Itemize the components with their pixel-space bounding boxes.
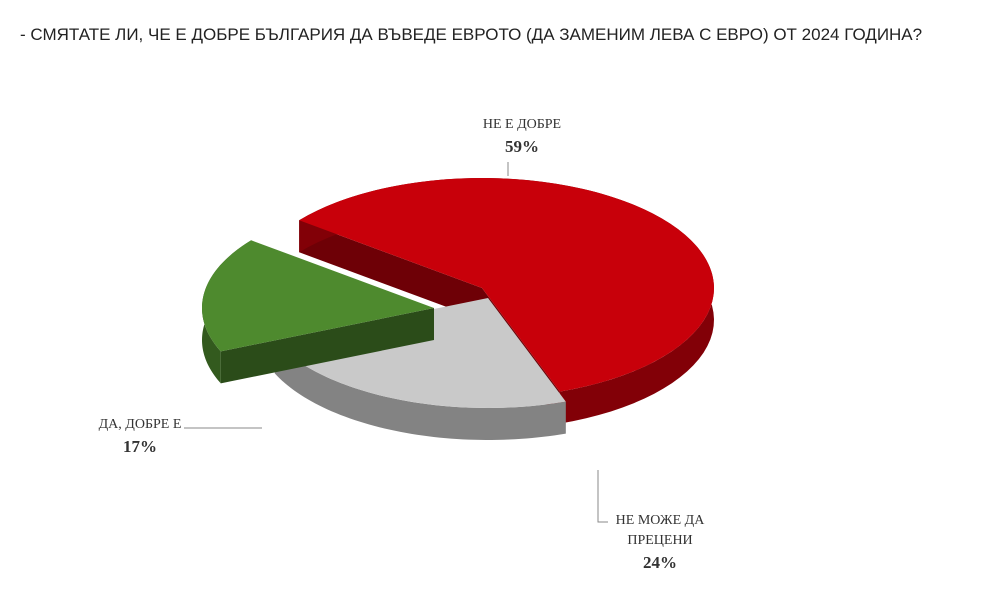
pie-slices xyxy=(201,177,714,440)
slice-labels: НЕ Е ДОБРЕ 59% НЕ МОЖЕ ДА ПРЕЦЕНИ 24% ДА, ДОБ… xyxy=(99,117,706,572)
slice-outer-wall xyxy=(274,341,566,440)
slice-value-label: 17% xyxy=(123,437,157,456)
pie-slice-3 xyxy=(201,240,434,384)
slice-value-label: 59% xyxy=(505,137,539,156)
slice-top-не-е-добре xyxy=(299,177,714,392)
slice-label-2: НЕ МОЖЕ ДА ПРЕЦЕНИ 24% xyxy=(616,513,706,572)
slice-value-label: 24% xyxy=(643,553,677,572)
survey-question: - СМЯТАТЕ ЛИ, ЧЕ Е ДОБРЕ БЪЛГАРИЯ ДА ВЪВ… xyxy=(20,25,923,44)
leader-line xyxy=(597,470,608,523)
slice-label-name: ПРЕЦЕНИ xyxy=(627,533,692,548)
slice-top-да-добре-е xyxy=(201,240,434,352)
slice-label-name: НЕ МОЖЕ ДА xyxy=(616,513,706,528)
leader-lines xyxy=(184,162,608,523)
slice-label-3: ДА, ДОБРЕ Е 17% xyxy=(99,417,182,456)
slice-label-1: НЕ Е ДОБРЕ 59% xyxy=(483,117,561,156)
slice-label-name: ДА, ДОБРЕ Е xyxy=(99,417,182,432)
slice-side-wall xyxy=(299,220,482,320)
slice-side-wall xyxy=(220,308,434,384)
slice-label-name: НЕ Е ДОБРЕ xyxy=(483,117,561,132)
slice-top-не-може-да-прецени xyxy=(274,298,566,408)
pie-slice-2 xyxy=(274,298,566,440)
